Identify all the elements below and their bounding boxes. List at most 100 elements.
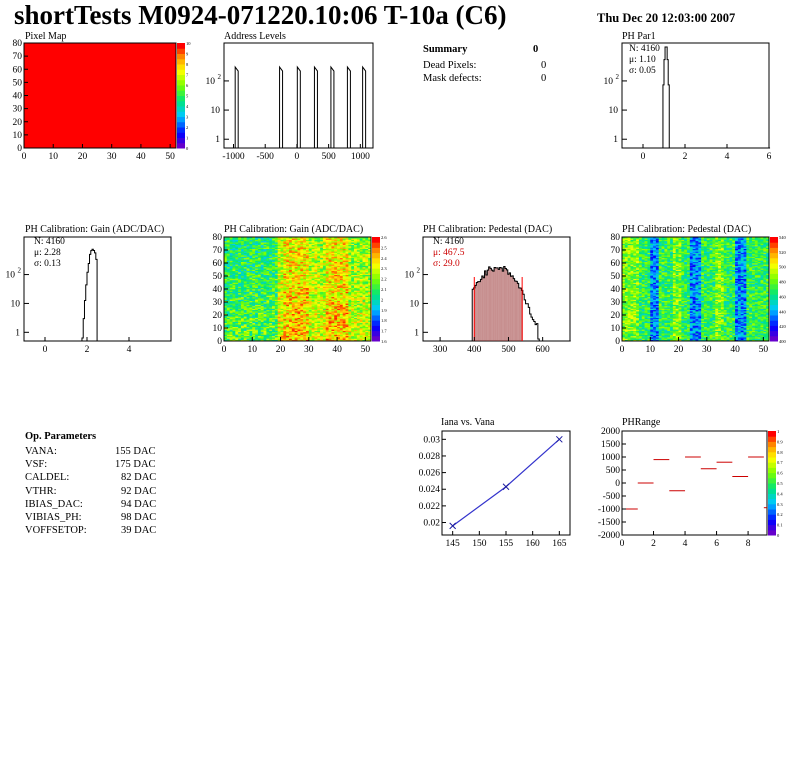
heatmap-cell	[630, 253, 634, 256]
heatmap-cell	[633, 317, 637, 320]
heatmap-cell	[311, 239, 315, 242]
heatmap-cell	[627, 328, 631, 330]
heatmap-cell	[226, 317, 230, 320]
heatmap-cell	[272, 333, 276, 335]
heatmap-cell	[283, 285, 287, 287]
heatmap-cell	[277, 274, 281, 277]
heatmap-cell	[240, 317, 245, 320]
heatmap-cell	[246, 242, 250, 244]
heatmap-cell	[232, 330, 236, 333]
heatmap-cell	[368, 285, 372, 287]
heatmap-cell	[224, 292, 228, 295]
heatmap-cell	[246, 261, 250, 264]
heatmap-cell	[365, 311, 369, 313]
heatmap-cell	[257, 298, 262, 300]
heatmap-cell	[362, 326, 366, 329]
heatmap-cell	[277, 304, 281, 307]
x-tick-label: 300	[433, 345, 448, 355]
heatmap-cell	[283, 291, 287, 294]
heatmap-cell	[277, 279, 281, 282]
heatmap-cell	[627, 325, 631, 327]
heatmap-cell	[638, 256, 643, 259]
heatmap-cell	[305, 273, 310, 275]
heatmap-cell	[238, 317, 242, 320]
heatmap-cell	[291, 300, 295, 303]
heatmap-cell	[368, 250, 372, 252]
heatmap-cell	[280, 279, 284, 282]
heatmap-cell	[305, 268, 310, 270]
heatmap-cell	[624, 316, 628, 318]
heatmap-cell	[224, 240, 228, 243]
heatmap-cell	[311, 312, 315, 314]
heatmap-cell	[622, 308, 626, 311]
heatmap-cell	[277, 334, 281, 337]
heatmap-cell	[243, 282, 247, 285]
heatmap-cell	[636, 269, 640, 272]
heatmap-cell	[277, 313, 281, 316]
heatmap-cell	[286, 257, 290, 260]
heatmap-cell	[286, 239, 290, 242]
heatmap-cell	[317, 304, 321, 307]
heatmap-cell	[252, 335, 256, 338]
heatmap-cell	[339, 269, 344, 272]
heatmap-cell	[280, 309, 284, 312]
heatmap-cell	[362, 264, 366, 266]
heatmap-cell	[229, 278, 233, 281]
heatmap-cell	[345, 261, 349, 264]
heatmap-cell	[291, 287, 295, 290]
ph-par1-stats: N: 4160 μ: 1.10 σ: 0.05	[629, 44, 660, 77]
heatmap-cell	[283, 325, 287, 327]
heatmap-cell	[308, 256, 312, 259]
heatmap-cell	[255, 311, 259, 313]
heatmap-cell	[274, 269, 279, 272]
heatmap-cell	[308, 337, 312, 339]
heatmap-cell	[294, 238, 298, 240]
heatmap-cell	[342, 304, 346, 307]
heatmap-cell	[240, 309, 245, 312]
heatmap-cell	[252, 303, 256, 305]
heatmap-cell	[257, 260, 262, 262]
heatmap-cell	[337, 326, 341, 329]
heatmap-cell	[252, 261, 256, 264]
heatmap-cell	[252, 334, 256, 337]
heatmap-cell	[636, 315, 640, 317]
heatmap-cell	[354, 283, 358, 286]
heatmap-cell	[240, 318, 245, 321]
heatmap-cell	[303, 304, 307, 307]
heatmap-cell	[328, 338, 332, 340]
heatmap-cell	[272, 260, 276, 262]
heatmap-cell	[356, 311, 360, 313]
heatmap-cell	[624, 250, 628, 252]
heatmap-cell	[289, 237, 293, 239]
heatmap-cell	[624, 247, 628, 249]
heatmap-cell	[638, 300, 643, 303]
heatmap-cell	[272, 279, 276, 282]
heatmap-cell	[356, 321, 360, 324]
heatmap-cell	[269, 240, 273, 243]
heatmap-cell	[325, 239, 329, 242]
heatmap-cell	[272, 326, 276, 329]
heatmap-cell	[638, 295, 643, 298]
heatmap-cell	[277, 283, 281, 286]
heatmap-cell	[638, 318, 643, 321]
heatmap-cell	[291, 266, 295, 269]
heatmap-cell	[633, 276, 637, 278]
heatmap-cell	[322, 238, 327, 240]
heatmap-cell	[289, 274, 293, 277]
heatmap-cell	[345, 292, 349, 295]
heatmap-cell	[314, 296, 318, 299]
heatmap-cell	[297, 264, 301, 266]
heatmap-cell	[238, 256, 242, 259]
heatmap-cell	[359, 265, 363, 268]
heatmap-cell	[246, 250, 250, 252]
heatmap-cell	[294, 326, 298, 329]
heatmap-cell	[311, 338, 315, 340]
heatmap-cell	[238, 238, 242, 240]
heatmap-cell	[622, 291, 626, 294]
heatmap-cell	[636, 313, 640, 316]
heatmap-cell	[638, 286, 643, 288]
heatmap-cell	[630, 316, 634, 318]
heatmap-cell	[240, 295, 245, 298]
heatmap-cell	[283, 302, 287, 304]
